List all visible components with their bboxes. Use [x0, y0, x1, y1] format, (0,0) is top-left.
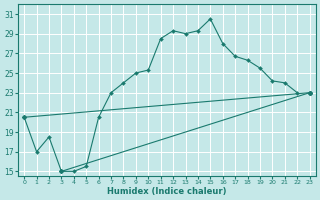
X-axis label: Humidex (Indice chaleur): Humidex (Indice chaleur): [107, 187, 227, 196]
